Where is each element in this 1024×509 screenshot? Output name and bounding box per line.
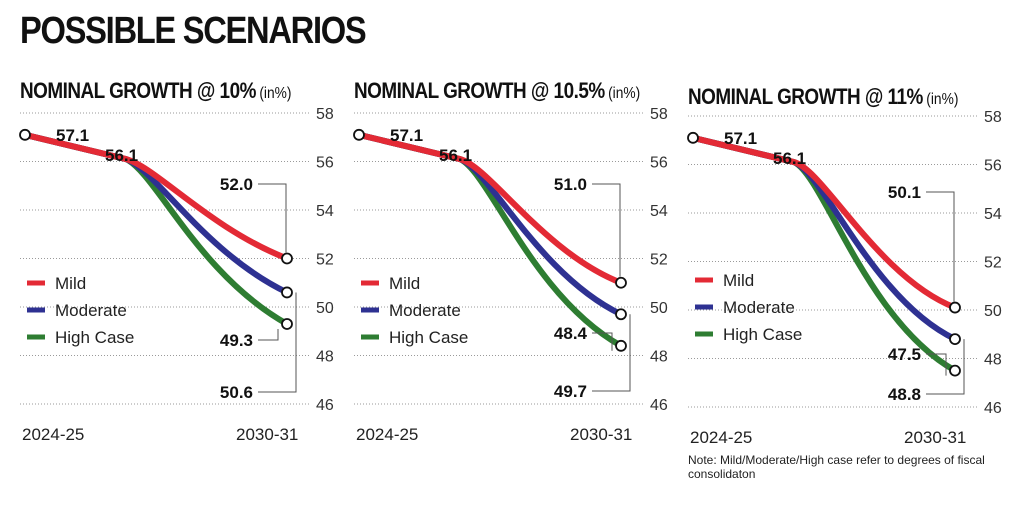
x-tick-label: 2030-31 [236, 425, 298, 444]
series-line-high-case [22, 131, 290, 327]
x-tick-label: 2030-31 [904, 428, 966, 447]
y-tick-label: 48 [984, 352, 1002, 369]
chart-unit: (in%) [259, 85, 292, 102]
data-label-mid: 56.1 [773, 149, 806, 168]
chart-panel-10-5: NOMINAL GROWTH @ 10.5% (in%) 58 56 54 52 50 48… [353, 0, 694, 509]
x-tick-label: 2024-25 [356, 425, 418, 444]
y-tick-label: 56 [316, 155, 334, 172]
legend-label-mild: Mild [55, 274, 86, 293]
y-tick-label: 50 [984, 303, 1002, 320]
start-point-marker [19, 128, 31, 141]
x-tick-label: 2024-25 [690, 428, 752, 447]
y-tick-label: 56 [650, 155, 668, 172]
chart-title-text: NOMINAL GROWTH @ 10.5% [354, 78, 605, 103]
y-tick-label: 46 [984, 400, 1002, 417]
data-label-high-case: 48.4 [554, 324, 588, 343]
data-label-mild: 51.0 [554, 175, 587, 194]
y-tick-label: 48 [650, 349, 668, 366]
data-label-start: 57.1 [390, 126, 423, 145]
line-chart-11: 58 56 54 52 50 48 46 2024-25 2030-31 57.1 56.1 50.1… [687, 109, 1002, 447]
end-point-marker-mild [281, 252, 293, 265]
callout-leader-mild [926, 191, 955, 302]
end-point-marker-moderate [615, 308, 627, 321]
main-title: POSSIBLE SCENARIOS [20, 10, 367, 52]
data-label-mid: 56.1 [105, 146, 138, 165]
end-point-marker-mild [615, 276, 627, 289]
callout-leader-mild [258, 183, 287, 253]
end-point-marker-high-case [949, 364, 961, 377]
y-tick-label: 48 [316, 349, 334, 366]
chart-title: NOMINAL GROWTH @ 10.5% (in%) [354, 78, 640, 104]
data-label-moderate: 49.7 [554, 382, 587, 401]
y-tick-label: 52 [316, 252, 334, 269]
y-tick-label: 58 [316, 106, 334, 123]
chart-title-text: NOMINAL GROWTH @ 10% [20, 78, 256, 103]
y-tick-label: 52 [650, 252, 668, 269]
callout-leader-high-case [592, 332, 613, 351]
end-point-marker-high-case [281, 318, 293, 330]
series-line-mild [356, 131, 624, 286]
chart-unit: (in%) [926, 91, 959, 108]
y-tick-label: 58 [984, 109, 1002, 126]
line-chart-10: 58 56 54 52 50 48 46 2024-25 2030-31 57.1 56.1 52.0… [19, 106, 334, 444]
data-label-moderate: 48.8 [888, 385, 921, 404]
callout-leader-moderate [258, 292, 297, 393]
legend-label-mild: Mild [723, 271, 754, 290]
x-tick-label: 2030-31 [570, 425, 632, 444]
y-tick-label: 54 [316, 203, 334, 220]
y-tick-label: 52 [984, 255, 1002, 272]
chart-title: NOMINAL GROWTH @ 11% (in%) [688, 84, 958, 110]
data-label-high-case: 49.3 [220, 331, 253, 350]
data-label-moderate: 50.6 [220, 383, 253, 402]
chart-panel-10: NOMINAL GROWTH @ 10% (in%) 58 56 54 52 50 48 46… [19, 0, 360, 509]
y-tick-label: 54 [650, 203, 668, 220]
series-line-mild [22, 131, 290, 262]
legend-label-high-case: High Case [723, 325, 802, 344]
end-point-marker-moderate [281, 286, 293, 299]
data-label-high-case: 47.5 [888, 345, 921, 364]
series-line-mild [690, 134, 958, 311]
y-tick-label: 58 [650, 106, 668, 123]
end-point-marker-moderate [949, 333, 961, 346]
legend-label-high-case: High Case [55, 328, 134, 347]
x-tick-label: 2024-25 [22, 425, 84, 444]
y-tick-label: 46 [316, 397, 334, 414]
series-line-moderate [22, 131, 290, 296]
y-tick-label: 56 [984, 158, 1002, 175]
chart-panel-11: NOMINAL GROWTH @ 11% (in%) 58 56 54 52 50 48 46… [687, 0, 1024, 509]
legend-label-moderate: Moderate [55, 301, 127, 320]
legend-label-moderate: Moderate [723, 298, 795, 317]
data-label-mid: 56.1 [439, 146, 472, 165]
legend-label-high-case: High Case [389, 328, 468, 347]
callout-leader-moderate [926, 339, 965, 395]
chart-title-text: NOMINAL GROWTH @ 11% [688, 84, 923, 109]
end-point-marker-mild [949, 301, 961, 314]
data-label-start: 57.1 [724, 129, 757, 148]
chart-title: NOMINAL GROWTH @ 10% (in%) [20, 78, 291, 104]
callout-leader-high-case [258, 328, 279, 341]
footnote: Note: Mild/Moderate/High case refer to d… [688, 453, 985, 481]
start-point-marker [353, 128, 365, 141]
data-label-mild: 50.1 [888, 183, 921, 202]
end-point-marker-high-case [615, 339, 627, 352]
y-tick-label: 50 [316, 300, 334, 317]
y-tick-label: 54 [984, 206, 1002, 223]
legend-label-mild: Mild [389, 274, 420, 293]
callout-leader-mild [592, 183, 621, 277]
chart-unit: (in%) [608, 85, 641, 102]
callout-leader-moderate [592, 314, 631, 392]
callout-leader-high-case [926, 353, 947, 376]
start-point-marker [687, 131, 699, 144]
legend-label-moderate: Moderate [389, 301, 461, 320]
y-tick-label: 50 [650, 300, 668, 317]
data-label-mild: 52.0 [220, 175, 253, 194]
line-chart-10-5: 58 56 54 52 50 48 46 2024-25 2030-31 57.1 56.1 51.0… [353, 106, 668, 444]
data-label-start: 57.1 [56, 126, 89, 145]
y-tick-label: 46 [650, 397, 668, 414]
